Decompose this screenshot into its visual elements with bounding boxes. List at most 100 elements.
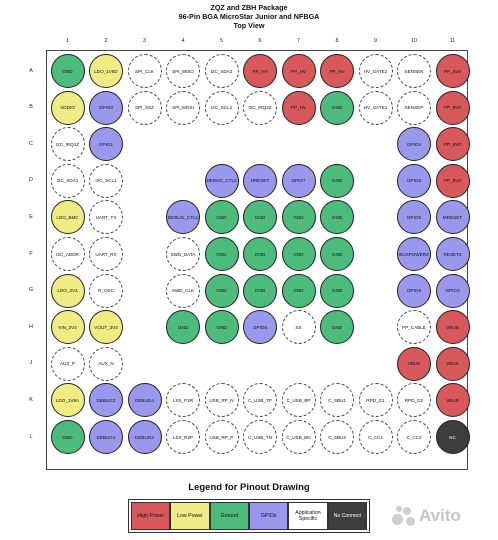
row-label: A	[29, 67, 33, 74]
diagram-subtitle: 96-Pin BGA MicroStar Junior and NFBGA	[178, 12, 320, 21]
column-label: 3	[143, 38, 146, 44]
pin-ball-j2: AUX_N	[89, 346, 123, 381]
pin-ball-h5: GND	[204, 310, 239, 345]
pin-ball-b8: GND	[320, 90, 354, 125]
pin-ball-b7: PP_HV	[281, 90, 316, 125]
pin-ball-f8: GND	[320, 237, 354, 271]
pin-ball-f7: GND	[281, 237, 316, 271]
row-label: E	[29, 213, 33, 220]
pin-ball-b5: I2C_SCL2	[204, 90, 239, 125]
pin-ball-h1: VIN_3V3	[50, 310, 85, 345]
pin-ball-k2: DEBUG2	[89, 383, 123, 418]
pin-ball-b3: SPI_SSZ	[127, 90, 162, 125]
pin-ball-a11: PP_5V0	[435, 54, 470, 88]
pin-ball-e2: UART_TX	[89, 200, 123, 235]
column-label: 6	[258, 38, 262, 44]
column-label: 5	[220, 38, 223, 44]
pin-ball-k4: LSX_P2R	[166, 383, 200, 418]
pin-ball-l4: LSX_R2P	[166, 420, 200, 454]
pin-ball-f5: GND	[204, 237, 239, 271]
pin-ball-a6: PP_HV	[243, 54, 277, 88]
pin-ball-l11: NC	[435, 420, 470, 454]
legend-item: Ground	[209, 502, 249, 530]
pin-ball-b10: SENSEP	[397, 90, 431, 125]
pin-ball-d1: I2C_SDA1	[50, 163, 85, 198]
diagram-title: ZQZ and ZBH Package	[210, 3, 288, 12]
pin-ball-e8: GND	[320, 200, 354, 235]
pin-ball-k6: C_USB_TP	[243, 383, 277, 418]
pin-ball-h11: VBUS	[435, 310, 470, 345]
pin-ball-a5: I2C_SDA2	[204, 54, 239, 88]
pin-ball-h8: GND	[320, 310, 354, 345]
pin-ball-g11: GPIO3	[435, 273, 470, 308]
pin-ball-e7: GND	[281, 200, 316, 235]
pin-ball-f10: BUSPOWERZ	[397, 237, 431, 271]
legend-title: Legend for Pinout Drawing	[188, 482, 310, 493]
legend-item: High Power	[131, 502, 171, 530]
pin-ball-b2: GPIO0	[89, 90, 123, 125]
pin-ball-a10: SENSEN	[397, 54, 431, 88]
pin-ball-f1: I2C_ADDR	[50, 237, 85, 271]
pin-ball-f2: UART_RX	[89, 237, 123, 271]
row-label: L	[29, 433, 33, 440]
pin-ball-d8: GND	[320, 163, 354, 198]
pin-ball-c1: I2C_IRQ1Z	[50, 127, 85, 162]
diagram-title-block: ZQZ and ZBH Package 96-Pin BGA MicroStar…	[0, 3, 498, 30]
row-label: J	[29, 360, 33, 367]
column-label: 4	[181, 38, 185, 44]
pin-ball-l8: C_SBU2	[320, 420, 354, 454]
pin-ball-c11: PP_5V0	[435, 127, 470, 162]
pin-ball-g6: GND	[243, 273, 277, 308]
legend-item: GPIOs	[248, 502, 289, 530]
row-label: K	[29, 396, 33, 403]
column-label: 10	[411, 38, 417, 44]
pin-ball-a7: PP_HV	[281, 54, 316, 88]
pin-ball-e1: LDO_BMC	[50, 200, 85, 235]
pin-ball-j1: AUX_P	[50, 346, 85, 381]
pin-ball-d5: DEBUG_CTL2	[204, 163, 239, 198]
column-label: 1	[66, 38, 69, 44]
legend-item: No Connect	[327, 502, 367, 530]
pin-ball-k11: VBUS	[435, 383, 470, 418]
row-label: D	[29, 177, 33, 184]
row-label: G	[28, 287, 34, 294]
pin-ball-g5: GND	[204, 273, 239, 308]
pin-ball-e6: GND	[243, 200, 277, 235]
pin-ball-g7: GND	[281, 273, 316, 308]
legend-box: High Power Low Power Ground GPIOs Applicatio…	[128, 499, 370, 533]
pin-ball-a2: LDO_1V8D	[89, 54, 123, 88]
pin-ball-e4: DEBUG_CTL1	[166, 200, 200, 235]
pin-ball-j10: VBUS	[397, 346, 431, 381]
pin-ball-a9: HV_GATE2	[358, 54, 393, 88]
pin-ball-l10: C_CC2	[397, 420, 431, 454]
row-label: B	[29, 104, 33, 111]
pin-ball-k5: USB_RP_N	[204, 383, 239, 418]
pin-ball-g10: GPIO6	[397, 273, 431, 308]
pin-ball-c2: GPIO1	[89, 127, 123, 162]
pin-ball-l9: C_CC1	[358, 420, 393, 454]
pin-ball-e11: MRESET	[435, 200, 470, 235]
pin-ball-c10: GPIO4	[397, 127, 431, 162]
pin-ball-f11: RESETZ	[435, 237, 470, 271]
pin-ball-k3: DEBUG4	[127, 383, 162, 418]
pin-ball-b11: PP_5V0	[435, 90, 470, 125]
pin-ball-h7: SS	[281, 310, 316, 345]
pin-ball-d11: PP_5V0	[435, 163, 470, 198]
pin-ball-l3: DEBUG3	[127, 420, 162, 454]
column-label: 2	[104, 38, 108, 44]
pin-ball-l2: DEBUG1	[89, 420, 123, 454]
pin-ball-l7: C_USB_BN	[281, 420, 316, 454]
pin-ball-d7: GPIO7	[281, 163, 316, 198]
diagram-view-label: Top View	[233, 21, 265, 30]
pin-ball-f4: SWD_DATA	[166, 237, 200, 271]
pin-ball-h10: PP_CABLE	[397, 310, 431, 345]
column-label: 11	[449, 38, 456, 44]
pin-ball-d2: I2C_SCL1	[89, 163, 123, 198]
pin-ball-g1: LDO_3V3	[50, 273, 85, 308]
pin-ball-k9: RPD_G1	[358, 383, 393, 418]
pin-ball-l6: C_USB_TN	[243, 420, 277, 454]
avito-watermark: Avito	[392, 502, 492, 530]
pin-ball-d6: HRESET	[243, 163, 277, 198]
pin-ball-g4: SWD_CLK	[166, 273, 200, 308]
column-label: 8	[335, 38, 339, 44]
